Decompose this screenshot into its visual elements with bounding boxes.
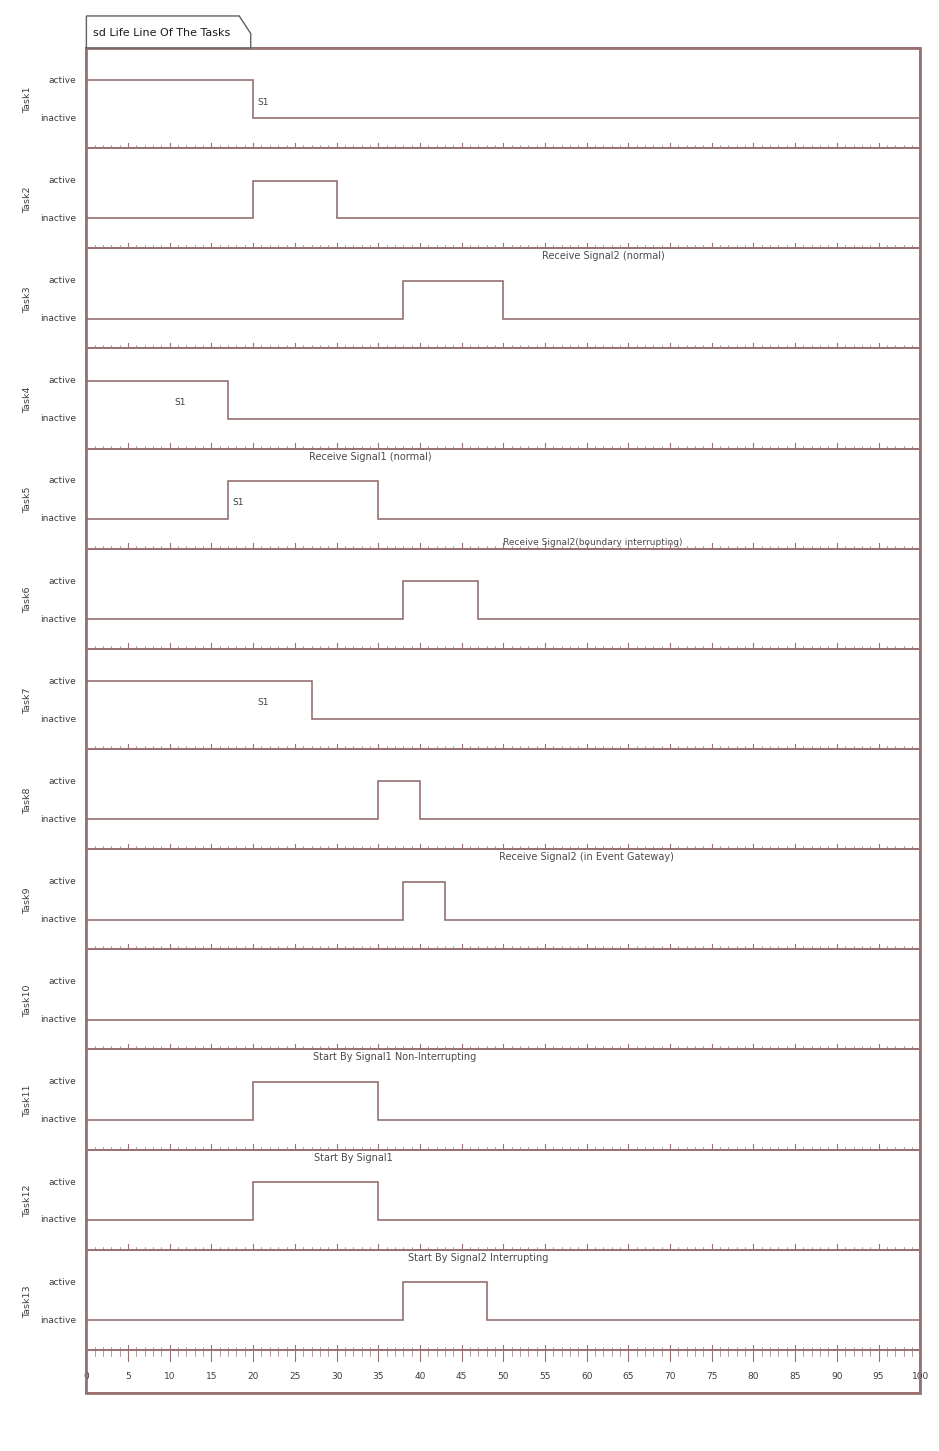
Text: inactive: inactive xyxy=(40,113,76,123)
Text: Task6: Task6 xyxy=(23,586,33,614)
Text: Receive Signal1 (normal): Receive Signal1 (normal) xyxy=(309,451,431,461)
Text: Task10: Task10 xyxy=(23,984,33,1017)
Text: Task2: Task2 xyxy=(23,186,33,213)
Text: 45: 45 xyxy=(456,1373,468,1381)
Text: 70: 70 xyxy=(664,1373,676,1381)
Text: active: active xyxy=(49,75,76,84)
Text: inactive: inactive xyxy=(40,515,76,524)
Text: active: active xyxy=(49,1278,76,1287)
Text: Task5: Task5 xyxy=(23,486,33,514)
Text: active: active xyxy=(49,176,76,186)
Text: 40: 40 xyxy=(414,1373,425,1381)
Text: active: active xyxy=(49,978,76,987)
Text: inactive: inactive xyxy=(40,1316,76,1325)
Text: 35: 35 xyxy=(373,1373,384,1381)
Text: Task12: Task12 xyxy=(23,1185,33,1217)
Text: 80: 80 xyxy=(747,1373,760,1381)
Text: inactive: inactive xyxy=(40,1016,76,1024)
Polygon shape xyxy=(86,16,251,48)
Text: 15: 15 xyxy=(206,1373,217,1381)
Text: Task9: Task9 xyxy=(23,888,33,914)
Text: Start By Signal1: Start By Signal1 xyxy=(314,1152,393,1162)
Text: 65: 65 xyxy=(623,1373,634,1381)
Text: 0: 0 xyxy=(84,1373,89,1381)
Text: 75: 75 xyxy=(706,1373,717,1381)
Text: inactive: inactive xyxy=(40,1116,76,1125)
Text: 85: 85 xyxy=(790,1373,801,1381)
Text: Receive Signal2 (in Event Gateway): Receive Signal2 (in Event Gateway) xyxy=(500,852,674,862)
Text: 30: 30 xyxy=(331,1373,343,1381)
Text: active: active xyxy=(49,476,76,486)
Text: Start By Signal1 Non-Interrupting: Start By Signal1 Non-Interrupting xyxy=(314,1052,476,1062)
Text: S1: S1 xyxy=(257,698,269,708)
Text: 5: 5 xyxy=(125,1373,131,1381)
Text: 60: 60 xyxy=(581,1373,593,1381)
Text: Receive Signal2 (normal): Receive Signal2 (normal) xyxy=(542,251,665,261)
Text: Start By Signal2 Interrupting: Start By Signal2 Interrupting xyxy=(408,1252,548,1262)
Text: Task13: Task13 xyxy=(23,1286,33,1318)
Text: inactive: inactive xyxy=(40,815,76,824)
Text: Task11: Task11 xyxy=(23,1085,33,1117)
Text: active: active xyxy=(49,676,76,686)
Text: 95: 95 xyxy=(872,1373,885,1381)
Text: active: active xyxy=(49,876,76,887)
Text: inactive: inactive xyxy=(40,715,76,724)
Text: active: active xyxy=(49,276,76,286)
Text: inactive: inactive xyxy=(40,615,76,624)
Text: S1: S1 xyxy=(232,498,244,508)
Text: 55: 55 xyxy=(539,1373,551,1381)
Text: active: active xyxy=(49,1178,76,1187)
Text: inactive: inactive xyxy=(40,916,76,924)
Text: 20: 20 xyxy=(248,1373,259,1381)
Text: inactive: inactive xyxy=(40,1216,76,1225)
Text: inactive: inactive xyxy=(40,414,76,424)
Text: 10: 10 xyxy=(164,1373,176,1381)
Text: Task1: Task1 xyxy=(23,86,33,113)
Text: active: active xyxy=(49,576,76,586)
Text: S1: S1 xyxy=(174,398,185,406)
Text: Task7: Task7 xyxy=(23,686,33,714)
Text: active: active xyxy=(49,1078,76,1087)
Text: Task8: Task8 xyxy=(23,786,33,814)
Text: 100: 100 xyxy=(912,1373,929,1381)
Text: 50: 50 xyxy=(498,1373,509,1381)
Text: 25: 25 xyxy=(289,1373,300,1381)
Text: 90: 90 xyxy=(831,1373,842,1381)
Text: Task3: Task3 xyxy=(23,286,33,313)
Text: sd Life Line Of The Tasks: sd Life Line Of The Tasks xyxy=(93,28,230,38)
Text: inactive: inactive xyxy=(40,213,76,223)
Text: S1: S1 xyxy=(257,97,269,106)
Text: Receive Signal2(boundary interrupting): Receive Signal2(boundary interrupting) xyxy=(503,538,683,547)
Text: inactive: inactive xyxy=(40,313,76,324)
Text: active: active xyxy=(49,776,76,786)
Text: Task4: Task4 xyxy=(23,386,33,414)
Text: active: active xyxy=(49,376,76,386)
